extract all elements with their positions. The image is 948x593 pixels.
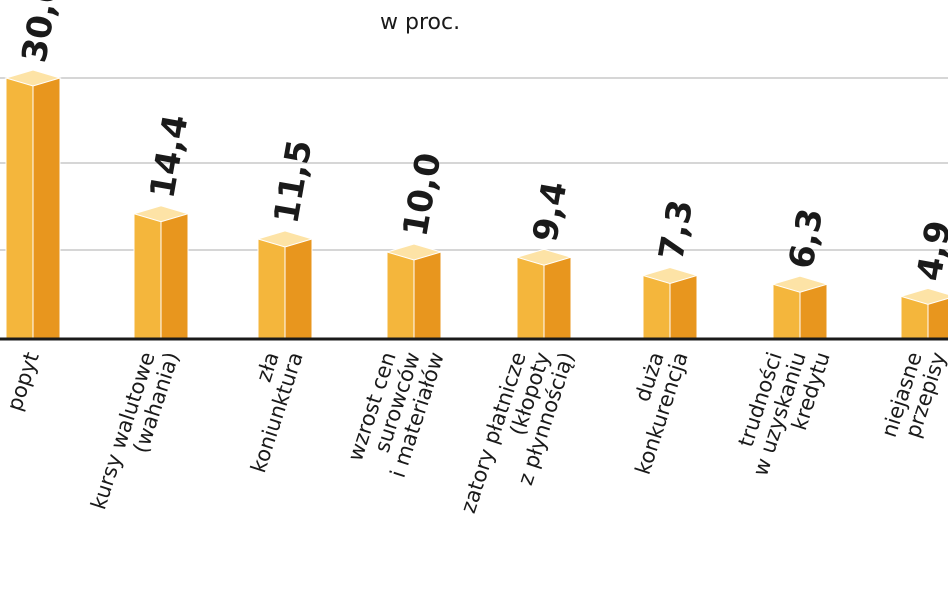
bars [4,69,948,340]
bar [385,243,443,340]
category-label: popyt [2,349,43,414]
value-label: 4,9 [909,218,948,284]
bar [771,275,829,340]
bar [4,69,62,340]
value-label: 9,4 [525,179,575,245]
value-labels: 30,014,4 11,5 10,0 9,4 7,3 6,3 4,9 [14,0,948,284]
bar [641,266,699,340]
value-label: 30,0 [14,0,68,66]
value-label: 6,3 [781,205,831,271]
bar [256,230,314,340]
category-labels: popyt kursy walutowe(wahania) złakoniunktu… [2,349,948,516]
value-label: 7,3 [651,197,701,263]
value-label: 11,5 [266,137,320,227]
unit-label: w proc. [380,10,461,35]
bar [132,205,190,340]
value-label: 14,4 [142,112,196,202]
bar [515,248,573,340]
bar [899,287,948,340]
